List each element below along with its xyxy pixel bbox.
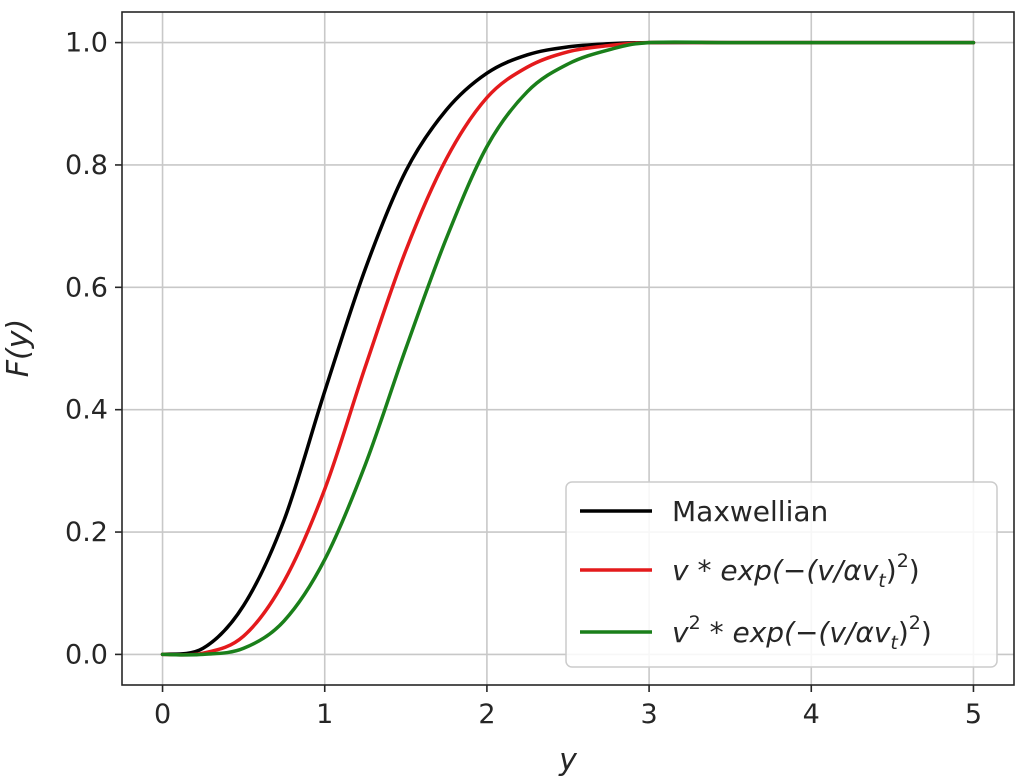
x-tick-label: 1 <box>316 699 333 730</box>
x-tick-label: 3 <box>640 699 657 730</box>
series-line-2 <box>160 40 976 657</box>
legend-label-maxwellian: Maxwellian <box>672 495 828 528</box>
x-axis-label: y <box>558 743 578 778</box>
x-tick-label: 0 <box>154 699 171 730</box>
x-tick-label: 2 <box>478 699 495 730</box>
y-tick-label: 1.0 <box>65 28 108 59</box>
axis-ticks: 0 1 2 3 4 5 0.0 0.2 0.4 0.6 0.8 1.0 <box>65 28 982 730</box>
y-axis-label: F(y) <box>1 319 36 377</box>
series-lines <box>160 40 976 657</box>
y-tick-label: 0.6 <box>65 272 108 303</box>
y-tick-label: 0.0 <box>65 639 108 670</box>
y-tick-label: 0.8 <box>65 150 108 181</box>
y-tick-label: 0.4 <box>65 395 108 426</box>
y-tick-label: 0.2 <box>65 517 108 548</box>
plot-frame <box>121 11 1015 686</box>
grid <box>122 12 1014 685</box>
legend-label-v2-exp: v2 * exp(−(v/αvt)2) <box>672 612 932 654</box>
legend-box <box>565 481 998 668</box>
legend-label-v-exp: v * exp(−(v/αvt)2) <box>672 550 920 592</box>
x-tick-label: 5 <box>965 699 982 730</box>
legend: Maxwellian v * exp(−(v/αvt)2) v2 * exp(−… <box>565 481 998 668</box>
x-tick-label: 4 <box>803 699 820 730</box>
